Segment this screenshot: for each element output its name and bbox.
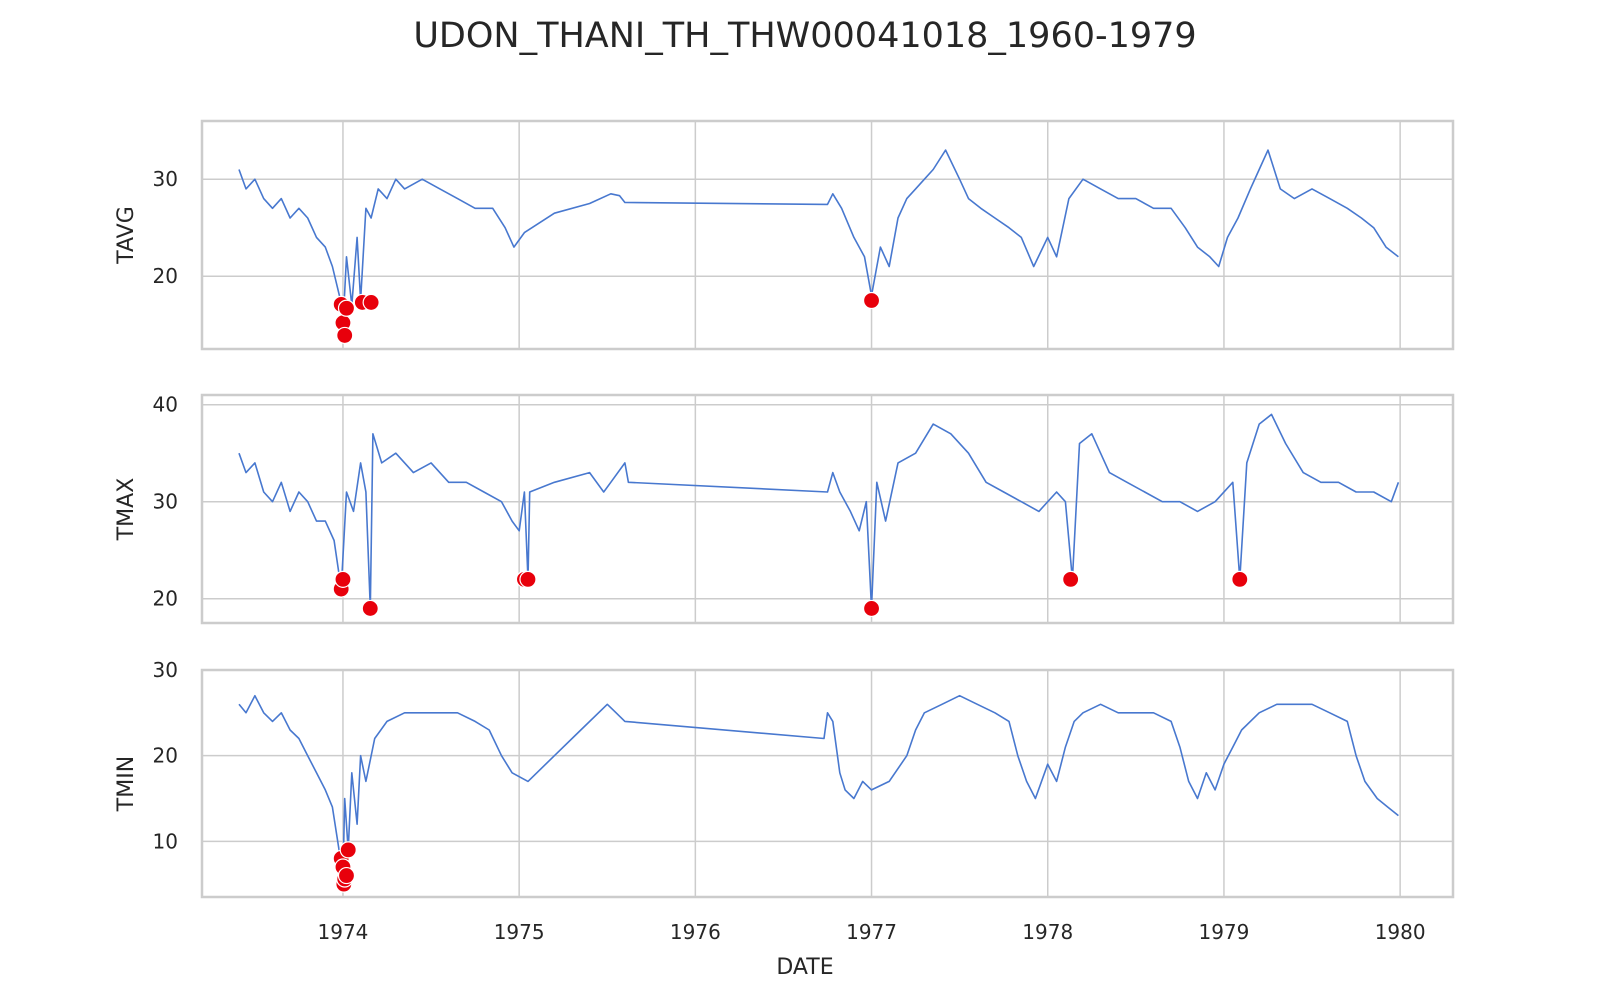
panel-tmax-ylabel: TMAX (114, 478, 139, 542)
x-tick-1974: 1974 (318, 920, 369, 944)
panel-tavg-frame (200, 119, 1455, 351)
x-tick-1975: 1975 (494, 920, 545, 944)
panel-tmin-ylabel: TMIN (114, 756, 139, 812)
panel-tavg-ylabel: TAVG (114, 206, 139, 264)
panel-tavg-anomaly-point (862, 291, 881, 310)
panel-tavg-ytick-30: 30 (153, 167, 178, 191)
panel-tmax-ytick-20: 20 (153, 587, 178, 611)
panel-tavg-anomaly-point (336, 326, 354, 345)
panel-tmax-series-line (238, 413, 1400, 610)
x-tick-1976: 1976 (670, 920, 721, 944)
x-tick-1977: 1977 (846, 920, 897, 944)
panel-tavg-ytick-20: 20 (153, 264, 178, 288)
panel-tavg-anomaly-point (362, 293, 380, 312)
panel-tmax-anomaly-point (1231, 570, 1249, 588)
panel-tmax-anomaly-point (334, 570, 352, 588)
panel-tmax-ytick-40: 40 (153, 393, 178, 417)
panel-tmin-ytick-30: 30 (153, 658, 178, 682)
x-axis-ticks: 1974 1975 1976 1977 1978 1979 1980 (318, 920, 1426, 944)
panel-tmax-frame (200, 393, 1455, 625)
panel-tavg: 20 30 TAVG (114, 119, 1455, 351)
panel-tmin-ytick-20: 20 (153, 744, 178, 768)
panel-tmax: 20 30 40 TMAX (114, 393, 1455, 625)
panel-tmax-anomaly-point (361, 599, 379, 618)
panel-tmax-ytick-30: 30 (153, 490, 178, 514)
x-axis-label: DATE (776, 955, 833, 980)
x-tick-1979: 1979 (1198, 920, 1249, 944)
panel-tmin-anomaly-point (339, 841, 357, 859)
panel-tmin-anomaly-point (337, 866, 356, 885)
panel-tavg-anomaly-point (337, 299, 356, 317)
panel-tmax-anomaly-point (862, 599, 881, 618)
x-tick-1980: 1980 (1375, 920, 1426, 944)
panel-tmin-ytick-10: 10 (153, 829, 178, 853)
panel-tmax-anomaly-point (1062, 570, 1080, 588)
panel-tmax-anomaly-point (519, 570, 537, 588)
panel-tmin: 10 20 30 TMIN (114, 658, 1455, 899)
panel-tmin-series-line (238, 694, 1399, 877)
x-tick-1978: 1978 (1022, 920, 1073, 944)
panel-tmin-frame (200, 668, 1455, 899)
chart-title: UDON_THANI_TH_THW00041018_1960-1979 (413, 16, 1196, 56)
